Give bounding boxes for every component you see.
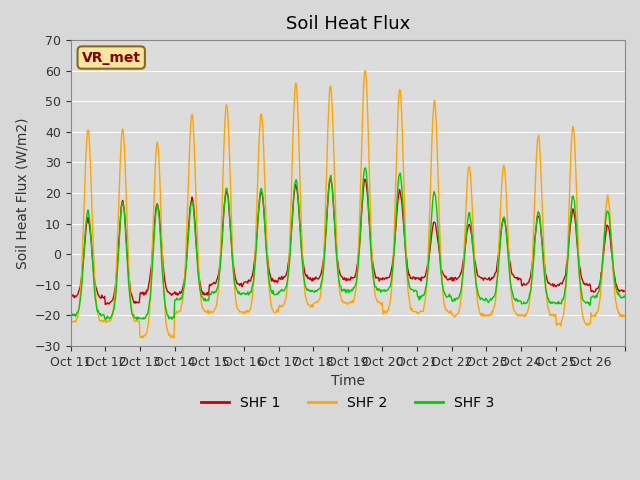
SHF 1 (234, 281, 242, 287)
SHF 2 (170, 335, 178, 341)
SHF 1 (262, 234, 269, 240)
SHF 1 (621, 288, 629, 294)
SHF 2 (262, 210, 269, 216)
X-axis label: Time: Time (331, 374, 365, 388)
SHF 1 (67, 292, 74, 298)
SHF 3 (438, 273, 445, 278)
Legend: SHF 1, SHF 2, SHF 3: SHF 1, SHF 2, SHF 3 (196, 390, 500, 416)
SHF 3 (362, 165, 369, 171)
SHF 1 (132, 299, 140, 305)
Line: SHF 3: SHF 3 (70, 168, 625, 320)
Text: VR_met: VR_met (82, 50, 141, 64)
SHF 1 (406, 276, 414, 281)
Line: SHF 2: SHF 2 (70, 71, 625, 338)
SHF 2 (234, 307, 242, 312)
SHF 2 (621, 313, 629, 319)
SHF 3 (67, 314, 74, 320)
SHF 3 (283, 282, 291, 288)
SHF 2 (438, 268, 445, 274)
SHF 2 (406, 304, 414, 310)
SHF 3 (132, 315, 140, 321)
SHF 3 (262, 240, 269, 246)
SHF 1 (283, 270, 291, 276)
SHF 2 (67, 317, 74, 323)
SHF 2 (283, 289, 291, 295)
SHF 1 (327, 176, 335, 181)
SHF 3 (133, 317, 141, 323)
SHF 3 (406, 286, 414, 291)
Title: Soil Heat Flux: Soil Heat Flux (285, 15, 410, 33)
SHF 1 (102, 302, 109, 308)
SHF 1 (438, 266, 445, 272)
SHF 3 (621, 294, 629, 300)
SHF 2 (132, 318, 140, 324)
SHF 2 (362, 68, 369, 74)
Line: SHF 1: SHF 1 (70, 179, 625, 305)
Y-axis label: Soil Heat Flux (W/m2): Soil Heat Flux (W/m2) (15, 117, 29, 269)
SHF 3 (234, 291, 242, 297)
